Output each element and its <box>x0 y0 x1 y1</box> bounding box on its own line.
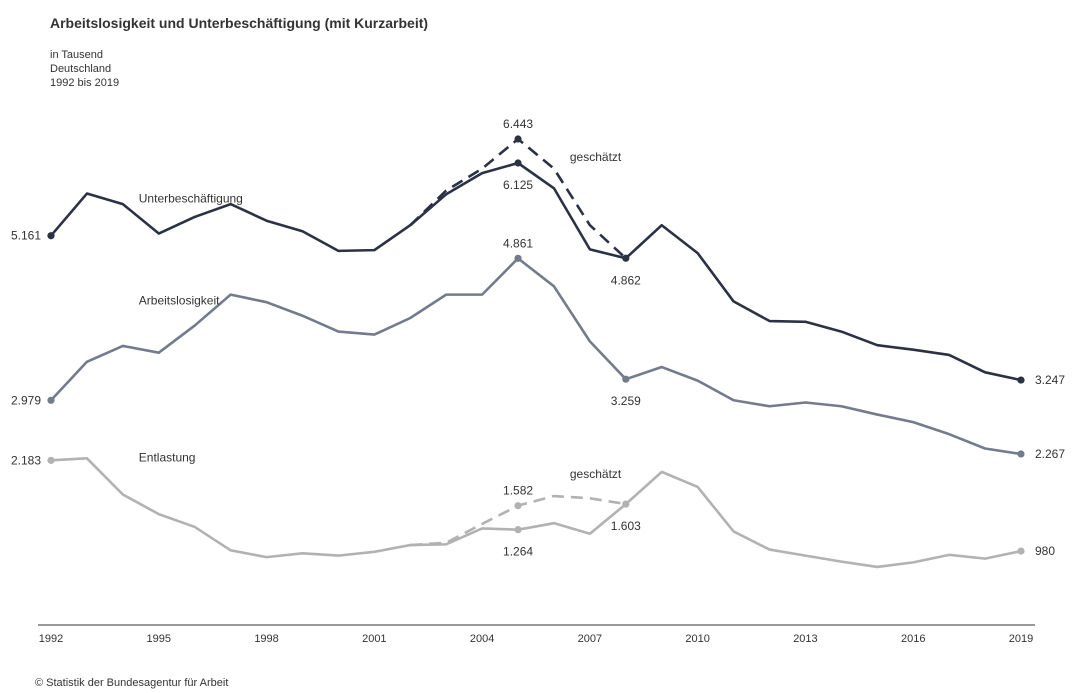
source-note: © Statistik der Bundesagentur für Arbeit <box>35 677 228 689</box>
data-point-arbeitslosigkeit-2008 <box>622 375 630 383</box>
series-label-geschaetzt-5: geschätzt <box>570 467 622 481</box>
series-line-arbeitslosigkeit <box>50 257 1022 456</box>
data-label-arbeitslosigkeit-1992: 2.979 <box>11 393 41 407</box>
x-tick-label-2019: 2019 <box>1009 633 1033 645</box>
data-point-unterbeschaeftigung-geschaetzt-2005 <box>514 135 522 143</box>
x-tick-label-1998: 1998 <box>254 633 278 645</box>
data-point-unterbeschaeftigung-2008 <box>622 254 630 262</box>
series-label-entlastung-3: Entlastung <box>139 450 196 464</box>
chart-subtitle-unit: in Tausend <box>50 49 103 61</box>
chart-title: Arbeitslosigkeit und Unterbeschäftigung … <box>50 15 428 31</box>
series-line-entlastung <box>50 457 1022 569</box>
data-point-unterbeschaeftigung-1992 <box>47 232 55 240</box>
data-point-entlastung-2008 <box>622 500 630 508</box>
x-tick-label-2016: 2016 <box>901 633 925 645</box>
data-point-entlastung-2019 <box>1017 547 1025 555</box>
data-point-entlastung-geschaetzt-2005 <box>514 502 522 510</box>
data-label-entlastung-2008: 1.603 <box>611 519 641 533</box>
data-label-entlastung-1992: 2.183 <box>11 453 41 467</box>
data-label-arbeitslosigkeit-2008: 3.259 <box>611 394 641 408</box>
x-tick-label-2004: 2004 <box>470 633 494 645</box>
chart-subtitle-period: 1992 bis 2019 <box>50 77 119 89</box>
data-label-unterbeschaeftigung-2005: 6.125 <box>503 178 533 192</box>
x-tick-label-2013: 2013 <box>793 633 817 645</box>
data-label-unterbeschaeftigung-2019: 3.247 <box>1035 373 1065 387</box>
data-label-entlastung-geschaetzt-2005: 1.582 <box>503 484 533 498</box>
x-tick-label-2007: 2007 <box>578 633 602 645</box>
data-point-arbeitslosigkeit-2005 <box>514 254 522 262</box>
data-label-unterbeschaeftigung-geschaetzt-2005: 6.443 <box>503 117 533 131</box>
data-point-unterbeschaeftigung-2005 <box>514 159 522 167</box>
data-point-arbeitslosigkeit-2019 <box>1017 450 1025 458</box>
series-line-unterbeschaeftigung <box>50 161 1022 382</box>
data-point-unterbeschaeftigung-2019 <box>1017 376 1025 384</box>
x-tick-label-1995: 1995 <box>147 633 171 645</box>
data-label-arbeitslosigkeit-2019: 2.267 <box>1035 447 1065 461</box>
data-label-unterbeschaeftigung-2008: 4.862 <box>611 273 641 287</box>
x-tick-label-2001: 2001 <box>362 633 386 645</box>
series-label-unterbeschaeftigung-1: Unterbeschäftigung <box>139 192 243 206</box>
data-label-entlastung-2019: 980 <box>1035 544 1055 558</box>
series-label-arbeitslosigkeit-2: Arbeitslosigkeit <box>139 293 220 307</box>
data-label-arbeitslosigkeit-2005: 4.861 <box>503 236 533 250</box>
data-point-arbeitslosigkeit-1992 <box>47 396 55 404</box>
data-label-unterbeschaeftigung-1992: 5.161 <box>11 229 41 243</box>
data-label-entlastung-2005: 1.264 <box>503 545 533 559</box>
chart-subtitle-region: Deutschland <box>50 63 111 75</box>
data-point-entlastung-2005 <box>514 526 522 534</box>
series-label-geschaetzt-4: geschätzt <box>570 150 622 164</box>
plot-area: 1992 1995 1998 2001 2004 2007 2010 2013 2016 2019… <box>11 117 1065 645</box>
x-tick-label-1992: 1992 <box>39 633 63 645</box>
data-point-entlastung-1992 <box>47 456 55 464</box>
x-tick-label-2010: 2010 <box>685 633 709 645</box>
